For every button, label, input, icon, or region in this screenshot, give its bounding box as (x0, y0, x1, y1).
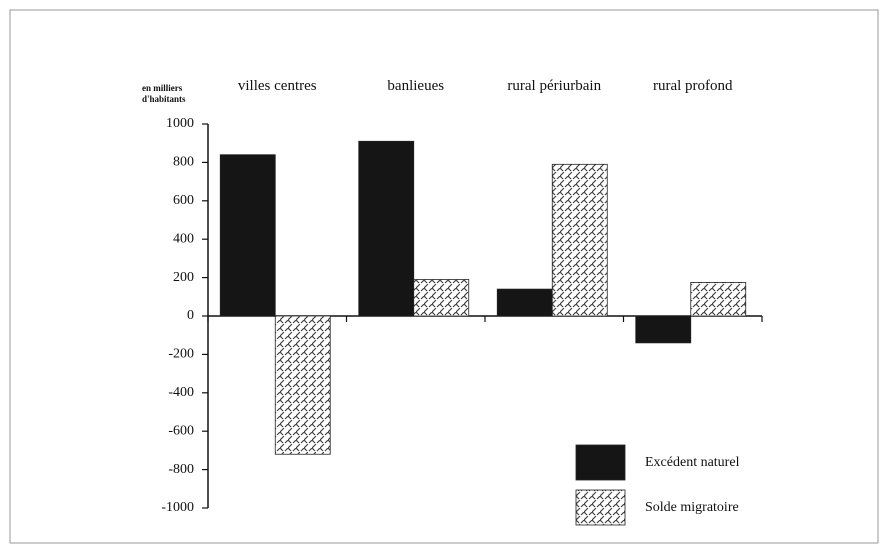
y-tick-label: -400 (168, 385, 194, 400)
bar (635, 315, 692, 344)
bar (413, 279, 470, 317)
legend-label: Excédent naturel (645, 455, 740, 470)
y-tick-label: -800 (168, 462, 194, 477)
y-tick-label: 800 (173, 155, 194, 170)
bar (274, 315, 331, 455)
legend-label: Solde migratoire (645, 500, 739, 515)
category-label: villes centres (237, 78, 317, 94)
frame (9, 9, 879, 544)
bar (219, 154, 276, 317)
y-axis-label: en milliers d'habitants (142, 83, 186, 104)
y-tick-label: -600 (168, 423, 194, 438)
category-label: banlieues (387, 78, 445, 94)
legend-swatch (575, 444, 626, 481)
y-tick-label: 400 (173, 231, 194, 246)
y-tick-label: -1000 (161, 500, 194, 515)
bar (690, 281, 747, 317)
y-tick-label: 600 (173, 193, 194, 208)
bar (551, 163, 608, 317)
category-label: rural profond (652, 78, 733, 94)
category-label: rural périurbain (507, 78, 602, 94)
bar (496, 288, 553, 317)
legend-swatch (575, 489, 626, 526)
y-tick-label: 1000 (166, 116, 194, 131)
y-tick-label: -200 (168, 347, 194, 362)
bar (358, 140, 415, 317)
y-tick-label: 0 (187, 308, 194, 323)
y-tick-label: 200 (173, 270, 194, 285)
